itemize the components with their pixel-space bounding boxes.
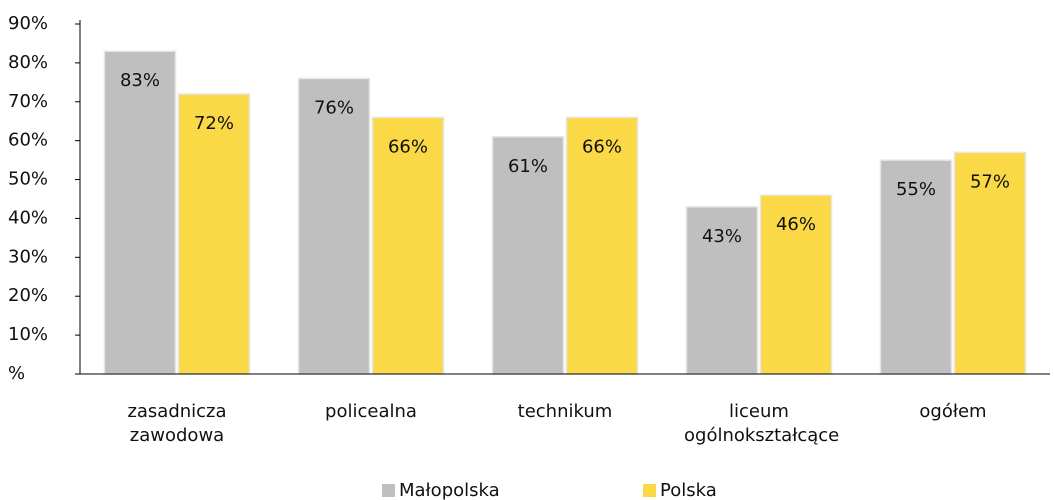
y-tick-label: 90% [8,13,48,34]
bar [103,50,177,375]
bar [491,136,565,375]
x-tick-label: policealna [325,401,417,422]
legend-swatch [643,484,656,497]
y-tick-label: 40% [8,207,48,228]
y-tick-label: 70% [8,91,48,112]
data-label: 66% [388,136,428,157]
y-tick-label: 20% [8,285,48,306]
legend-label: Małopolska [399,480,500,500]
data-label: 83% [120,70,160,91]
x-tick-label: technikum [517,401,613,422]
bar [297,77,371,375]
data-label: 76% [314,97,354,118]
y-tick-label: % [8,363,25,384]
legend-swatch [382,484,395,497]
legend-label: Polska [660,480,717,500]
x-tick-label: liceum ogólnokształcące [684,401,840,446]
y-tick-label: 50% [8,169,48,190]
y-tick-label: 10% [8,324,48,345]
data-label: 72% [194,113,234,134]
data-label: 66% [582,136,622,157]
bar [371,116,445,375]
x-tick-label: ogółem [919,401,987,422]
bar [879,159,953,375]
data-label: 57% [970,171,1010,192]
bar [685,206,759,375]
data-label: 46% [776,214,816,235]
data-label: 61% [508,156,548,177]
data-label: 55% [896,179,936,200]
y-tick-label: 60% [8,130,48,151]
bar [177,93,251,375]
bar [565,116,639,375]
y-tick-label: 80% [8,52,48,73]
bar [953,151,1027,375]
y-tick-label: 30% [8,246,48,267]
x-tick-label: zasadnicza zawodowa [127,401,227,446]
bar [759,194,833,375]
data-label: 43% [702,226,742,247]
